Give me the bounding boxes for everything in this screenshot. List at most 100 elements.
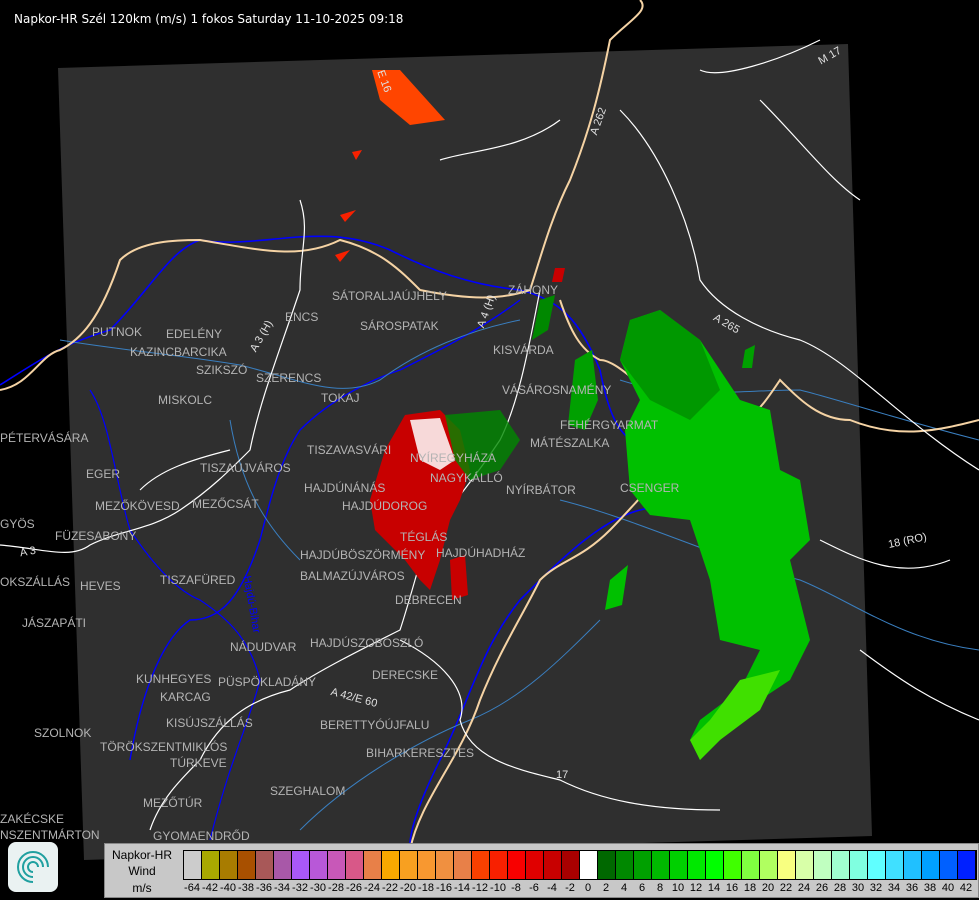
road-label: A 3 <box>18 544 37 560</box>
city-label: TISZAVASVÁRI <box>307 443 392 457</box>
legend-tick-label: -40 <box>220 882 236 894</box>
legend-tick-label: 28 <box>833 882 847 894</box>
legend-swatch <box>724 851 742 879</box>
legend-quantity: Wind <box>128 864 156 878</box>
legend-swatch <box>364 851 382 879</box>
legend-swatch <box>310 851 328 879</box>
city-label: MISKOLC <box>158 393 213 407</box>
legend-tick-label: -34 <box>274 882 290 894</box>
city-label: NSZENTMÁRTON <box>0 828 100 842</box>
legend-swatch <box>868 851 886 879</box>
city-label: KUNHEGYES <box>136 672 212 686</box>
legend-tick-label: 18 <box>743 882 757 894</box>
city-label: SZERENCS <box>256 371 322 385</box>
city-label: GYOMAENDRŐD <box>153 829 250 843</box>
legend-tick-label: 34 <box>887 882 901 894</box>
legend-tick-label: 6 <box>638 882 646 894</box>
legend-tick-label: -28 <box>328 882 344 894</box>
city-label: KAZINCBARCIKA <box>130 345 227 359</box>
city-label: VÁSÁROSNAMÉNY <box>502 383 612 397</box>
legend-color-bar <box>183 850 977 880</box>
city-label: TÖRÖKSZENTMIKLÓS <box>100 740 228 754</box>
legend-tick-label: -64 <box>184 882 200 894</box>
legend-swatch <box>526 851 544 879</box>
city-label: SZEGHALOM <box>270 784 346 798</box>
legend-tick-label: -32 <box>292 882 308 894</box>
city-label: SÁTORALJAÚJHELY <box>332 289 447 303</box>
legend-tick-label: -22 <box>382 882 398 894</box>
legend-tick-label: -26 <box>346 882 362 894</box>
legend-tick-label: -42 <box>202 882 218 894</box>
river <box>129 299 521 761</box>
legend-swatch <box>742 851 760 879</box>
legend-swatch <box>328 851 346 879</box>
legend-swatch <box>400 851 418 879</box>
legend-swatch <box>814 851 832 879</box>
stream <box>59 319 979 831</box>
city-label: NYÍRBÁTOR <box>506 483 576 497</box>
legend-swatch <box>922 851 940 879</box>
legend-tick-label: -10 <box>490 882 506 894</box>
city-label: TISZAFÜRED <box>160 573 236 587</box>
legend-swatch <box>652 851 670 879</box>
legend-swatch <box>544 851 562 879</box>
river <box>89 389 261 841</box>
legend-tick-label: -6 <box>529 882 539 894</box>
legend-tick-label: 42 <box>959 882 973 894</box>
legend-unit: m/s <box>132 881 152 895</box>
legend-swatch <box>832 851 850 879</box>
city-label: TÚRKEVE <box>170 756 227 770</box>
map-title: Napkor-HR Szél 120km (m/s) 1 fokos Satur… <box>14 12 404 26</box>
legend-swatch <box>562 851 580 879</box>
legend-swatch <box>292 851 310 879</box>
legend-tick-label: 24 <box>797 882 811 894</box>
swirl-logo-icon <box>17 851 49 883</box>
legend-swatch <box>796 851 814 879</box>
legend-tick-label: -38 <box>238 882 254 894</box>
city-label: SZOLNOK <box>34 726 92 740</box>
legend-tick-label: 30 <box>851 882 865 894</box>
city-label: HAJDÚNÁNÁS <box>304 481 386 495</box>
legend-swatch <box>220 851 238 879</box>
legend-swatch <box>238 851 256 879</box>
city-label: ZÁHONY <box>508 283 559 297</box>
legend-swatch <box>508 851 526 879</box>
legend-tick-label: 4 <box>620 882 628 894</box>
city-label: DERECSKE <box>372 668 439 682</box>
legend-tick-label: 26 <box>815 882 829 894</box>
city-label: SÁROSPATAK <box>360 319 439 333</box>
legend-swatch <box>346 851 364 879</box>
legend-swatch <box>688 851 706 879</box>
legend-swatch <box>436 851 454 879</box>
legend-swatch <box>940 851 958 879</box>
legend-tick-label: -18 <box>418 882 434 894</box>
city-label: EGER <box>86 467 121 481</box>
city-label: JÁSZAPÁTI <box>22 616 87 630</box>
city-label: TISZAÚJVÁROS <box>200 461 291 475</box>
legend-tick-label: 40 <box>941 882 955 894</box>
legend-tick-label: 22 <box>779 882 793 894</box>
legend-tick-label: 10 <box>671 882 685 894</box>
legend-tick-label: 32 <box>869 882 883 894</box>
legend-swatch <box>202 851 220 879</box>
city-label: NAGYKÁLLÓ <box>430 471 503 485</box>
city-label: KISVÁRDA <box>493 343 554 357</box>
city-label: HAJDÚDOROG <box>342 499 428 513</box>
city-label: NYÍREGYHÁZA <box>410 451 497 465</box>
city-label: KARCAG <box>160 690 211 704</box>
legend-swatch <box>184 851 202 879</box>
legend-swatch <box>598 851 616 879</box>
city-label: PÉTERVÁSÁRA <box>0 431 89 445</box>
legend-swatch <box>850 851 868 879</box>
city-label: HAJDÚBÖSZÖRMÉNY <box>300 548 426 562</box>
legend-ticks: -64 -42 -40 -38 -36 -34 -32 -30 -28 -26 -24 -22 -20-… <box>183 882 975 895</box>
city-label: EDELÉNY <box>166 327 223 341</box>
city-label: ZAKÉCSKE <box>0 812 65 826</box>
legend-tick-label: 2 <box>602 882 610 894</box>
legend-tick-label: -4 <box>547 882 557 894</box>
legend-swatch <box>418 851 436 879</box>
napkor-logo <box>8 842 58 892</box>
city-label: SZIKSZÓ <box>196 363 248 377</box>
city-label: BALMAZÚJVÁROS <box>300 569 405 583</box>
